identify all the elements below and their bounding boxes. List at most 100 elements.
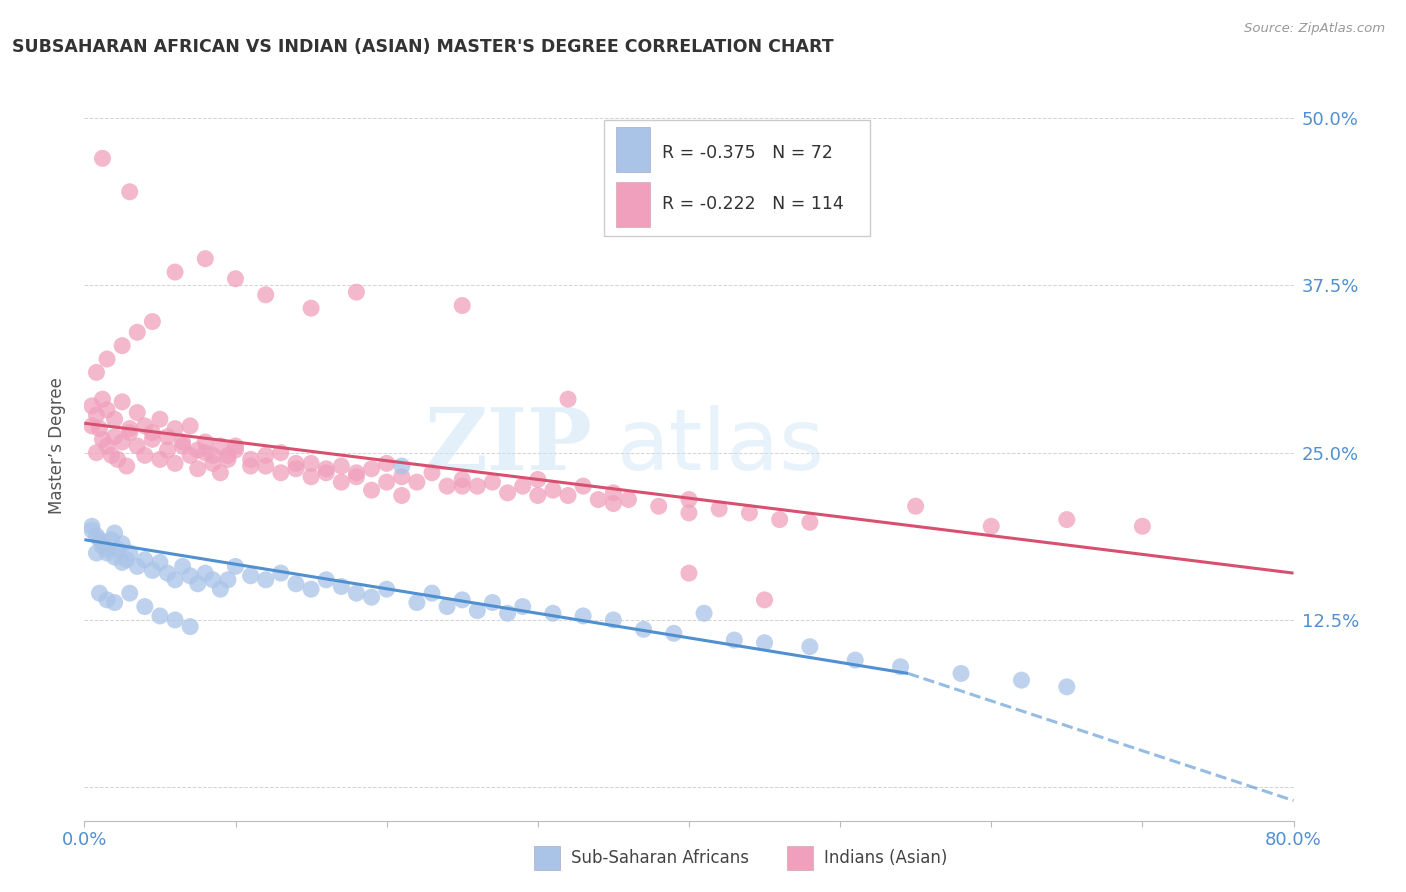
Point: [512, 479, 534, 493]
Point: [1130, 519, 1153, 533]
Point: [572, 609, 595, 624]
Point: [96, 439, 118, 453]
Point: [572, 479, 595, 493]
Point: [104, 549, 127, 565]
Point: [141, 433, 163, 447]
Point: [496, 485, 519, 500]
Point: [436, 599, 458, 614]
Point: [115, 459, 138, 474]
Point: [80, 419, 103, 434]
Point: [315, 466, 337, 480]
Point: [96, 352, 118, 367]
Point: [217, 449, 239, 463]
Point: [648, 500, 671, 514]
Point: [496, 607, 519, 621]
Text: R = -0.375   N = 72: R = -0.375 N = 72: [662, 144, 834, 161]
FancyBboxPatch shape: [605, 120, 870, 236]
Point: [80, 519, 103, 533]
Point: [602, 497, 624, 511]
Point: [451, 473, 474, 487]
Point: [127, 406, 149, 420]
Point: [156, 430, 179, 444]
Point: [86, 409, 108, 423]
Point: [96, 403, 118, 417]
Point: [375, 582, 398, 597]
Point: [149, 555, 172, 570]
Point: [330, 459, 353, 474]
Point: [172, 439, 194, 453]
Point: [127, 559, 149, 574]
Point: [299, 457, 322, 471]
Point: [481, 475, 503, 490]
Point: [91, 152, 114, 166]
Point: [156, 443, 179, 458]
Text: R = -0.222   N = 114: R = -0.222 N = 114: [662, 194, 844, 212]
Point: [194, 566, 217, 581]
Point: [391, 470, 413, 484]
Point: [165, 613, 187, 627]
Point: [86, 366, 108, 380]
Point: [693, 607, 716, 621]
Point: [179, 419, 201, 434]
Point: [179, 620, 201, 634]
Point: [225, 272, 247, 286]
Point: [299, 301, 322, 316]
Bar: [616, 128, 650, 172]
Point: [467, 479, 489, 493]
Point: [118, 185, 141, 199]
Point: [104, 526, 127, 541]
Point: [201, 573, 224, 587]
Point: [799, 516, 821, 530]
Point: [346, 470, 368, 484]
Point: [149, 412, 172, 426]
Point: [179, 449, 201, 463]
Point: [141, 425, 163, 440]
Point: [420, 466, 443, 480]
Point: [527, 473, 550, 487]
Point: [141, 564, 163, 578]
Point: [111, 435, 134, 450]
Point: [1011, 673, 1033, 688]
Point: [96, 542, 118, 557]
Point: [481, 596, 503, 610]
Point: [118, 546, 141, 560]
Point: [187, 577, 209, 591]
Point: [617, 492, 640, 507]
Point: [209, 466, 232, 480]
Point: [111, 555, 134, 570]
Point: [754, 636, 776, 650]
Point: [254, 288, 277, 302]
Point: [91, 433, 114, 447]
Point: [588, 492, 610, 507]
Point: [104, 596, 127, 610]
Point: [375, 457, 398, 471]
Point: [678, 566, 700, 581]
Bar: [616, 182, 650, 227]
Point: [844, 653, 866, 667]
Point: [451, 592, 474, 607]
Point: [239, 459, 262, 474]
Point: [225, 443, 247, 458]
Point: [209, 439, 232, 453]
Point: [254, 573, 277, 587]
Point: [980, 519, 1002, 533]
Point: [89, 586, 111, 600]
Point: [467, 604, 489, 618]
Point: [799, 640, 821, 654]
Point: [225, 559, 247, 574]
Point: [118, 425, 141, 440]
Point: [118, 422, 141, 436]
Text: Source: ZipAtlas.com: Source: ZipAtlas.com: [1244, 22, 1385, 36]
Point: [360, 462, 382, 476]
Point: [100, 449, 122, 463]
Point: [633, 623, 655, 637]
Point: [270, 446, 292, 460]
Point: [149, 452, 172, 467]
Point: [662, 626, 685, 640]
Point: [80, 524, 103, 538]
Point: [346, 285, 368, 300]
Point: [118, 586, 141, 600]
Point: [391, 489, 413, 503]
Point: [754, 592, 776, 607]
Point: [104, 430, 127, 444]
